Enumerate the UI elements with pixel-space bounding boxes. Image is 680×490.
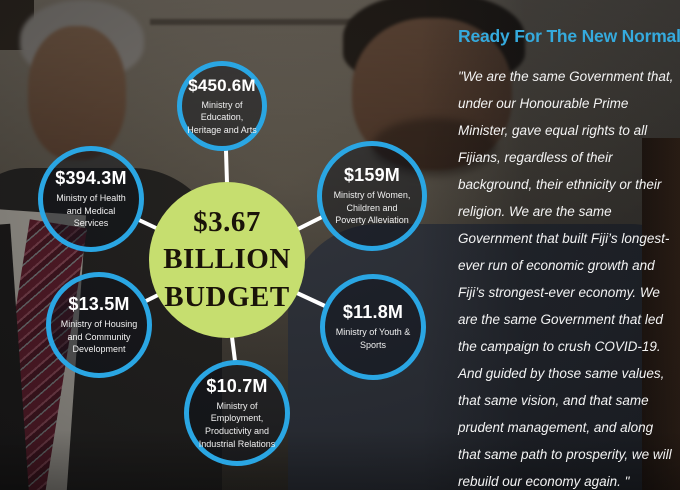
budget-bubble-housing: $13.5M Ministry of Housing and Community… — [46, 272, 152, 378]
bubble-amount: $13.5M — [68, 294, 130, 315]
budget-bubble-employment: $10.7M Ministry of Employment, Productiv… — [184, 360, 290, 466]
budget-bubble-women: $159M Ministry of Women, Children and Po… — [317, 141, 427, 251]
quote-text: "We are the same Government that, under … — [458, 69, 674, 489]
budget-bubble-youth: $11.8M Ministry of Youth & Sports — [320, 274, 426, 380]
left-person-face — [28, 26, 126, 160]
budget-bubble-education: $450.6M Ministry of Education, Heritage … — [177, 61, 267, 151]
bubble-label: Ministry of Housing and Community Develo… — [60, 319, 138, 355]
photo-wall-rail — [150, 19, 480, 25]
quote-panel: Ready For The New Normal "We are the sam… — [458, 26, 680, 490]
bubble-amount: $394.3M — [55, 168, 127, 189]
bubble-label: Ministry of Education, Heritage and Arts — [187, 99, 257, 135]
bubble-label: Ministry of Youth & Sports — [335, 327, 411, 350]
bubble-amount: $11.8M — [342, 302, 404, 323]
bubble-amount: $10.7M — [206, 375, 268, 396]
total-budget-circle: $3.67 BILLION BUDGET — [149, 182, 305, 338]
bubble-label: Ministry of Women, Children and Poverty … — [333, 190, 411, 226]
photo-wooden-door — [642, 138, 680, 490]
bubble-amount: $450.6M — [188, 75, 256, 95]
photo-bottom-shade — [0, 430, 680, 490]
total-budget-word-budget: BUDGET — [164, 280, 290, 313]
total-budget-amount: $3.67 — [193, 206, 261, 239]
budget-bubble-health: $394.3M Ministry of Health and Medical S… — [38, 146, 144, 252]
total-budget-word-billion: BILLION — [163, 243, 291, 276]
panel-title: Ready For The New Normal — [458, 26, 680, 46]
bubble-label: Ministry of Health and Medical Services — [56, 193, 126, 229]
bubble-amount: $159M — [343, 165, 401, 186]
photo-right-shade — [420, 0, 680, 490]
bubble-label: Ministry of Employment, Productivity and… — [198, 400, 276, 449]
